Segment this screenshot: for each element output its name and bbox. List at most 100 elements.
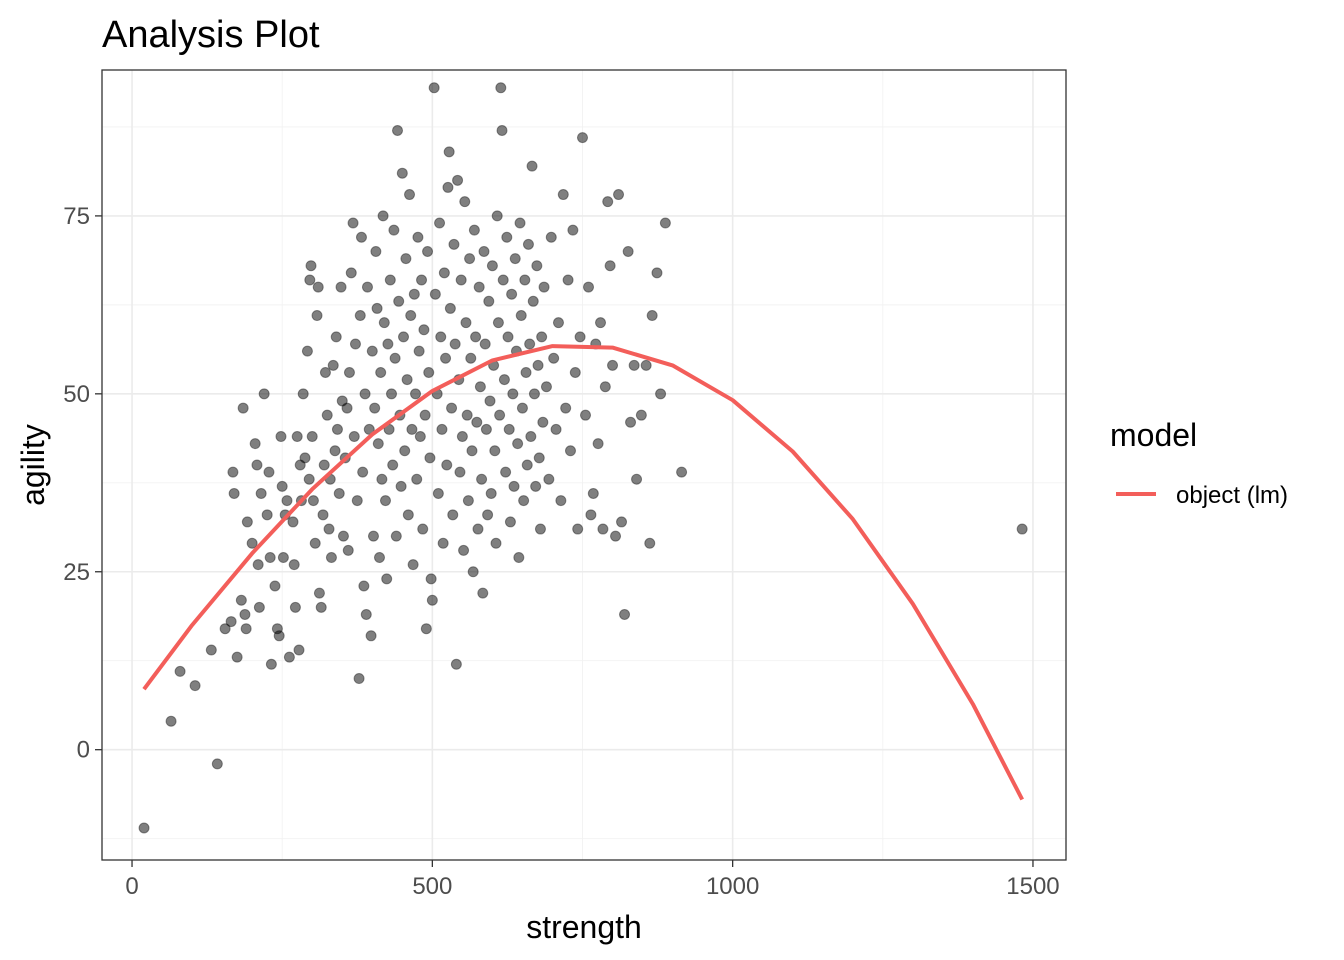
scatter-point	[437, 537, 449, 549]
scatter-point	[398, 331, 410, 343]
scatter-point	[426, 594, 438, 606]
scatter-point	[521, 459, 533, 471]
scatter-point	[354, 310, 366, 322]
scatter-point	[446, 402, 458, 414]
scatter-point	[375, 366, 387, 378]
scatter-point	[174, 665, 186, 677]
fit-line-layer	[142, 344, 1024, 801]
scatter-point	[476, 473, 488, 485]
scatter-point	[610, 530, 622, 542]
scatter-point	[293, 644, 305, 656]
scatter-point	[631, 473, 643, 485]
scatter-point	[400, 253, 412, 265]
scatter-point	[263, 466, 275, 478]
scatter-point	[382, 338, 394, 350]
scatter-point	[514, 217, 526, 229]
scatter-point	[644, 537, 656, 549]
scatter-point	[228, 487, 240, 499]
scatter-point	[450, 658, 462, 670]
scatter-point	[386, 388, 398, 400]
scatter-point	[550, 423, 562, 435]
scatter-point	[540, 381, 552, 393]
scatter-point	[625, 416, 637, 428]
scatter-point	[470, 331, 482, 343]
scatter-point	[500, 466, 512, 478]
scatter-point	[513, 552, 525, 564]
scatter-point	[291, 431, 303, 443]
scatter-point	[676, 466, 688, 478]
scatter-point	[482, 509, 494, 521]
scatter-point	[384, 274, 396, 286]
scatter-point	[255, 487, 267, 499]
scatter-point	[227, 466, 239, 478]
scatter-point	[651, 267, 663, 279]
scatter-point	[225, 616, 237, 628]
scatter-point	[410, 388, 422, 400]
plot-panel-border	[101, 69, 1067, 861]
scatter-point	[275, 431, 287, 443]
scatter-point	[490, 537, 502, 549]
scatter-point	[315, 601, 327, 613]
scatter-point	[465, 352, 477, 364]
plot-background	[102, 70, 1066, 860]
scatter-point	[462, 495, 474, 507]
scatter-point	[252, 559, 264, 571]
scatter-point	[422, 245, 434, 257]
scatter-point	[436, 423, 448, 435]
scatter-point	[527, 295, 539, 307]
scatter-point	[387, 459, 399, 471]
scatter-point	[494, 409, 506, 421]
scatter-point	[491, 210, 503, 222]
scatter-point	[525, 431, 537, 443]
scatter-point	[276, 480, 288, 492]
scatter-point	[401, 374, 413, 386]
y-axis-title: agility	[15, 424, 51, 506]
legend-title: model	[1110, 417, 1197, 453]
scatter-point	[388, 224, 400, 236]
scatter-point	[459, 196, 471, 208]
scatter-point	[533, 452, 545, 464]
scatter-point	[512, 438, 524, 450]
scatter-point	[370, 245, 382, 257]
scatter-point	[337, 530, 349, 542]
x-tick-label: 1000	[706, 873, 759, 900]
scatter-point	[318, 459, 330, 471]
scatter-point	[429, 288, 441, 300]
scatter-point	[458, 544, 470, 556]
scatter-point	[492, 317, 504, 329]
scatter-point	[165, 715, 177, 727]
scatter-point	[327, 359, 339, 371]
x-axis: 0 500 1000 1500	[125, 860, 1060, 900]
scatter-point	[361, 281, 373, 293]
scatter-point	[402, 509, 414, 521]
scatter-point	[473, 281, 485, 293]
x-tick-label: 500	[412, 873, 452, 900]
scatter-point	[299, 452, 311, 464]
scatter-point	[495, 82, 507, 94]
scatter-point	[407, 559, 419, 571]
scatter-point	[607, 359, 619, 371]
scatter-point	[418, 324, 430, 336]
scatter-point	[138, 822, 150, 834]
scatter-point	[555, 495, 567, 507]
scatter-point	[235, 594, 247, 606]
scatter-point	[560, 402, 572, 414]
scatter-point	[528, 388, 540, 400]
scatter-point	[288, 559, 300, 571]
scatter-point	[360, 608, 372, 620]
scatter-point	[253, 601, 265, 613]
scatter-point	[557, 189, 569, 201]
scatter-point	[301, 345, 313, 357]
scatter-point	[592, 438, 604, 450]
scatter-point	[583, 281, 595, 293]
scatter-point	[587, 487, 599, 499]
scatter-point	[538, 281, 550, 293]
scatter-point	[460, 317, 472, 329]
scatter-point	[241, 516, 253, 528]
scatter-point	[425, 573, 437, 585]
scatter-point	[616, 516, 628, 528]
x-tick-label: 0	[125, 873, 138, 900]
x-tick-label: 1500	[1006, 873, 1059, 900]
y-tick-label: 0	[77, 737, 90, 764]
